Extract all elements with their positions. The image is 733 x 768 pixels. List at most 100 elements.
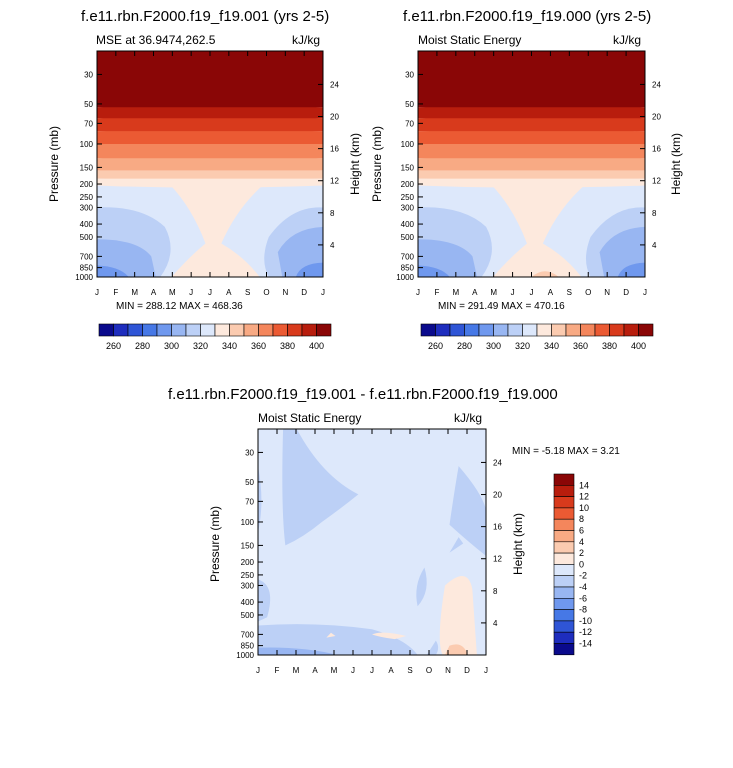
x-tick-label: D [464, 666, 470, 675]
contour-band [418, 158, 645, 173]
colorbar-box [301, 323, 317, 337]
colorbar-label: 340 [544, 341, 559, 351]
y2-tick-label: 8 [493, 587, 498, 596]
warm-surface-spot [531, 271, 559, 277]
contour-band [418, 170, 645, 181]
contour-band [418, 131, 645, 147]
colorbar-label: -2 [579, 571, 587, 581]
colorbar-label: 360 [573, 341, 588, 351]
colorbar-box [553, 631, 575, 644]
x-tick-label: J [95, 288, 99, 297]
y2-tick-label: 4 [330, 241, 335, 250]
x-tick-label: J [643, 288, 647, 297]
cold-region-left-3 [97, 265, 129, 277]
y-tick-label: 100 [80, 140, 94, 149]
colorbar-box [507, 323, 523, 337]
contour-band [97, 143, 323, 161]
chart1-minmax: MIN = 288.12 MAX = 468.36 [116, 301, 243, 312]
colorbar-label: 0 [579, 559, 584, 569]
x-tick-label: J [416, 288, 420, 297]
y2-tick-label: 4 [493, 619, 498, 628]
x-tick-label: N [604, 288, 610, 297]
colorbar-label: -12 [579, 627, 592, 637]
cold-region-right-3 [617, 262, 645, 277]
y-tick-label: 500 [401, 233, 415, 242]
colorbar-box [522, 323, 538, 337]
contour-band [418, 51, 645, 110]
x-tick-label: M [452, 288, 459, 297]
colorbar-label: -6 [579, 593, 587, 603]
colorbar-label: 300 [164, 341, 179, 351]
positive-region [326, 632, 336, 638]
chart3-title: f.e11.rbn.F2000.f19_f19.001 - f.e11.rbn.… [168, 386, 558, 403]
x-tick-label: J [511, 288, 515, 297]
colorbar-box [200, 323, 216, 337]
negative-region [258, 579, 271, 622]
y2-tick-label: 8 [330, 209, 335, 218]
y-axis-title: Pressure (mb) [208, 506, 222, 582]
x-tick-label: J [189, 288, 193, 297]
chart3-axes [257, 428, 487, 656]
colorbar-label: 360 [251, 341, 266, 351]
negative-region [449, 466, 486, 556]
colorbar-box [553, 484, 575, 497]
colorbar-label: 400 [631, 341, 646, 351]
y2-tick-label: 12 [652, 177, 661, 186]
negative-region [449, 537, 464, 553]
negative-region [416, 567, 427, 607]
x-tick-label: M [490, 288, 497, 297]
x-tick-label: J [370, 666, 374, 675]
y2-axis-title: Height (km) [669, 133, 683, 195]
colorbar-box [553, 643, 575, 656]
chart3-colorbar [553, 473, 575, 656]
contour-band [97, 158, 323, 173]
chart1-left-label: MSE at 36.9474,262.5 [96, 33, 216, 47]
chart1-colorbar [98, 323, 332, 337]
colorbar-box [98, 323, 114, 337]
x-tick-label: F [275, 666, 280, 675]
y-tick-label: 200 [401, 180, 415, 189]
x-tick-label: J [321, 288, 325, 297]
x-tick-label: J [256, 666, 260, 675]
colorbar-box [553, 496, 575, 509]
colorbar-box [435, 323, 451, 337]
y-tick-label: 500 [241, 611, 255, 620]
colorbar-box [536, 323, 552, 337]
contour-band [418, 178, 645, 188]
colorbar-box [594, 323, 610, 337]
colorbar-box [553, 473, 575, 486]
colorbar-label: 6 [579, 526, 584, 536]
chart1-axes [96, 50, 324, 278]
x-tick-label: F [113, 288, 118, 297]
chart1-units: kJ/kg [292, 33, 321, 47]
colorbar-label: 4 [579, 537, 584, 547]
positive-region-2 [444, 644, 468, 655]
colorbar-box [609, 323, 625, 337]
colorbar-box [171, 323, 187, 337]
x-tick-label: O [263, 288, 269, 297]
colorbar-label: 380 [280, 341, 295, 351]
colorbar-label: -10 [579, 616, 592, 626]
chart2-units: kJ/kg [613, 33, 642, 47]
y-tick-label: 250 [241, 571, 255, 580]
x-tick-label: A [151, 288, 157, 297]
y-tick-label: 70 [245, 497, 254, 506]
contour-band [97, 178, 323, 188]
x-tick-label: M [293, 666, 300, 675]
colorbar-label: 280 [457, 341, 472, 351]
colorbar-label: 14 [579, 480, 589, 490]
colorbar-box [229, 323, 245, 337]
colorbar-box [464, 323, 480, 337]
y-tick-label: 70 [405, 119, 414, 128]
colorbar-label: 280 [135, 341, 150, 351]
x-tick-label: M [169, 288, 176, 297]
colorbar-label: 320 [515, 341, 530, 351]
x-tick-label: M [131, 288, 138, 297]
y2-tick-label: 20 [330, 113, 339, 122]
colorbar-label: 260 [428, 341, 443, 351]
x-tick-label: J [351, 666, 355, 675]
colorbar-box [420, 323, 436, 337]
colorbar-box [638, 323, 654, 337]
y-tick-label: 50 [245, 478, 254, 487]
contour-band [97, 170, 323, 181]
